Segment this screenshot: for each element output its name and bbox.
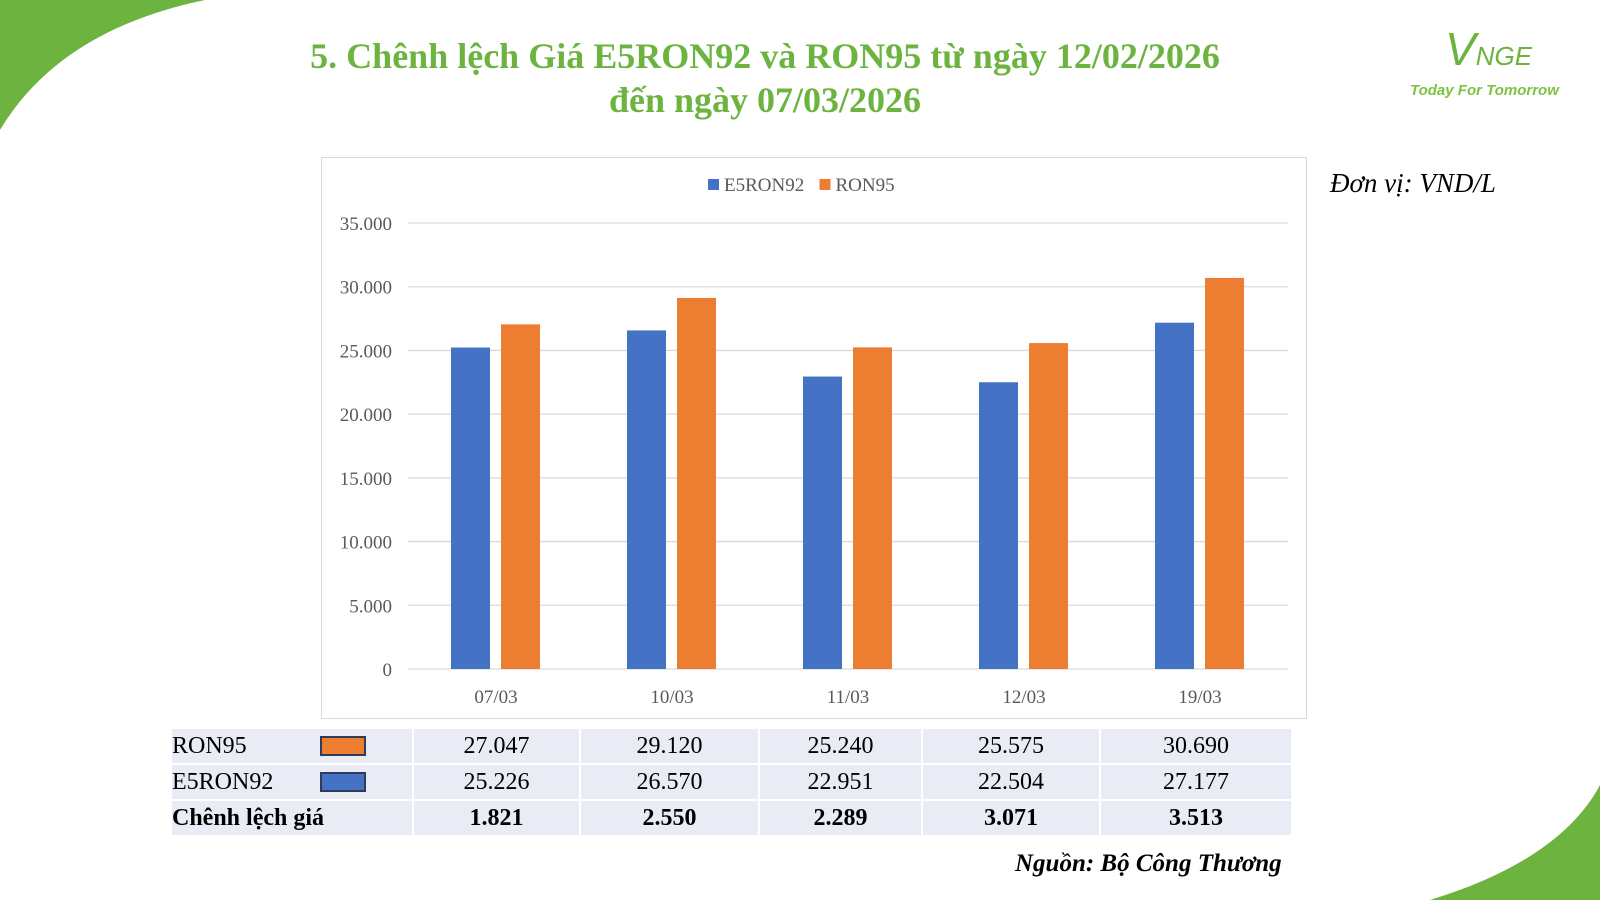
table-cell: 26.570 [581,765,758,799]
y-tick-label: 20.000 [340,405,392,426]
bar-ron95 [1029,343,1068,669]
page-title: 5. Chênh lệch Giá E5RON92 và RON95 từ ng… [200,34,1330,122]
corner-shape-bottom-right [1430,785,1600,900]
y-tick-label: 35.000 [340,214,392,235]
corner-shape-top-left [0,0,205,130]
row-label: RON95 [172,729,412,763]
row-label: Chênh lệch giá [172,801,412,835]
x-tick-label: 10/03 [650,687,693,708]
table-cell: 2.550 [581,801,758,835]
x-tick-label: 07/03 [474,687,517,708]
legend-label: RON95 [836,175,895,196]
table-cell: 22.504 [923,765,1099,799]
y-tick-label: 15.000 [340,469,392,490]
bar-e5ron92 [627,330,666,669]
y-tick-label: 0 [383,660,393,681]
logo-tagline: Today For Tomorrow [1410,82,1559,99]
legend-swatch [320,772,366,792]
legend-swatch [320,736,366,756]
chart-frame [321,157,1307,719]
table-cell: 27.047 [414,729,579,763]
table-cell: 25.226 [414,765,579,799]
x-tick-label: 19/03 [1178,687,1221,708]
bar-e5ron92 [1155,322,1194,669]
row-label-text: E5RON92 [172,768,274,795]
table-cell: 3.071 [923,801,1099,835]
legend-swatch-e5ron92 [708,179,719,190]
bar-ron95 [677,297,716,669]
bar-ron95 [853,347,892,669]
source-note: Nguồn: Bộ Công Thương [1015,850,1282,877]
bar-e5ron92 [979,382,1018,669]
y-tick-label: 30.000 [340,278,392,299]
unit-label: Đơn vị: VND/L [1330,168,1496,198]
logo: VNGE [1445,23,1533,75]
bar-ron95 [501,324,540,669]
y-tick-label: 25.000 [340,341,392,362]
bar-ron95 [1205,277,1244,669]
data-table: RON95 27.047 29.120 25.240 25.575 30.690 E5RON… [170,727,1293,837]
bar-e5ron92 [451,347,490,669]
title-line-1: 5. Chênh lệch Giá E5RON92 và RON95 từ ng… [310,36,1220,76]
table-row: E5RON92 25.226 26.570 22.951 22.504 27.177 [172,765,1291,799]
table-cell: 25.575 [923,729,1099,763]
y-tick-label: 10.000 [340,533,392,554]
table-cell: 29.120 [581,729,758,763]
title-line-2: đến ngày 07/03/2026 [608,80,922,120]
table-cell: 1.821 [414,801,579,835]
table-row: Chênh lệch giá 1.821 2.550 2.289 3.071 3.513 [172,801,1291,835]
table-cell: 27.177 [1101,765,1291,799]
x-tick-label: 11/03 [827,687,870,708]
table-cell: 25.240 [760,729,921,763]
legend-swatch-ron95 [819,179,831,190]
table-cell: 22.951 [760,765,921,799]
table-cell: 3.513 [1101,801,1291,835]
table-cell: 30.690 [1101,729,1291,763]
bar-e5ron92 [803,376,842,669]
y-tick-label: 5.000 [349,596,392,617]
legend-label: E5RON92 [724,175,804,196]
table-cell: 2.289 [760,801,921,835]
table-row: RON95 27.047 29.120 25.240 25.575 30.690 [172,729,1291,763]
row-label-text: RON95 [172,732,247,759]
row-label-text: Chênh lệch giá [172,804,325,831]
row-label: E5RON92 [172,765,412,799]
x-tick-label: 12/03 [1002,687,1045,708]
